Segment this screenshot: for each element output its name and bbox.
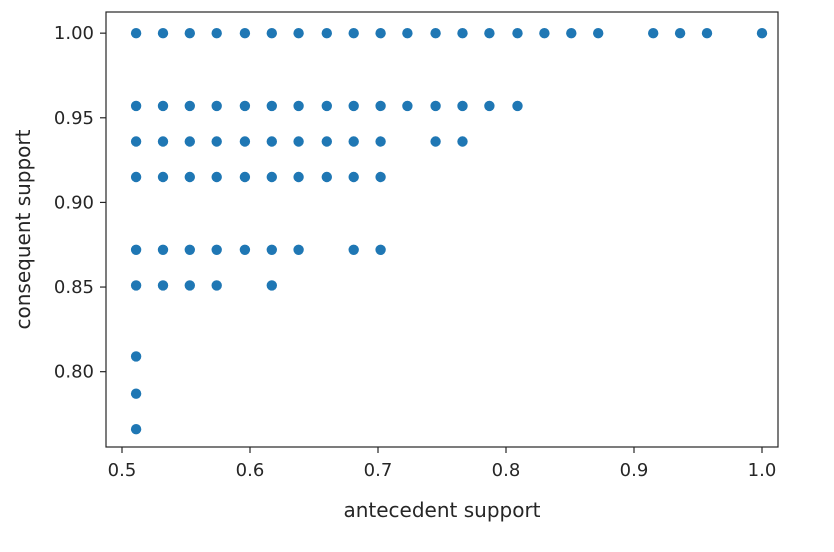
scatter-point: [402, 100, 413, 112]
scatter-point: [157, 171, 169, 183]
x-tick-label: 0.9: [620, 460, 649, 481]
scatter-point: [130, 424, 142, 435]
scatter-point: [266, 28, 277, 39]
scatter-point: [375, 171, 386, 183]
scatter-point: [293, 100, 304, 112]
scatter-point: [211, 244, 222, 255]
x-tick-label: 0.8: [492, 460, 521, 481]
scatter-point: [184, 171, 195, 183]
scatter-point: [566, 28, 577, 39]
scatter-point: [293, 28, 304, 39]
scatter-point: [266, 171, 277, 183]
scatter-point: [130, 280, 142, 291]
scatter-point: [211, 171, 222, 183]
scatter-point: [211, 280, 222, 291]
scatter-point: [348, 136, 359, 147]
scatter-point: [293, 244, 304, 255]
scatter-point: [375, 28, 386, 39]
scatter-point: [184, 280, 195, 291]
scatter-point: [375, 136, 386, 147]
scatter-point: [157, 28, 169, 39]
scatter-point: [375, 244, 386, 255]
scatter-point: [130, 28, 142, 39]
scatter-point: [484, 28, 495, 39]
scatter-point: [184, 100, 195, 112]
y-tick-label: 0.80: [54, 362, 94, 383]
y-tick-label: 0.85: [54, 277, 94, 298]
scatter-point: [211, 28, 222, 39]
scatter-point: [539, 28, 550, 39]
scatter-point: [130, 351, 142, 362]
scatter-point: [348, 100, 359, 112]
y-tick-label: 1.00: [54, 23, 94, 44]
scatter-point: [157, 136, 169, 147]
scatter-point: [430, 28, 441, 39]
y-tick-label: 0.90: [54, 192, 94, 213]
scatter-point: [593, 28, 604, 39]
x-axis-label: antecedent support: [343, 498, 540, 522]
scatter-point: [457, 100, 468, 112]
scatter-point: [648, 28, 659, 39]
scatter-point: [130, 388, 142, 399]
scatter-point: [756, 28, 768, 39]
scatter-point: [130, 136, 142, 147]
scatter-point: [130, 100, 142, 112]
scatter-point: [430, 136, 441, 147]
scatter-point: [130, 244, 142, 255]
scatter-point: [457, 28, 468, 39]
scatter-point: [239, 171, 251, 183]
y-axis-ticks: 0.80 0.85 0.90 0.95 1.00: [54, 23, 106, 383]
scatter-point: [484, 100, 495, 112]
data-points: [130, 28, 768, 435]
scatter-point: [293, 136, 304, 147]
scatter-point: [512, 100, 523, 112]
scatter-point: [321, 100, 332, 112]
plot-area-frame: [105, 11, 779, 448]
x-tick-label: 0.5: [108, 460, 137, 481]
scatter-point: [266, 280, 277, 291]
scatter-point: [239, 244, 251, 255]
x-tick-label: 0.6: [236, 460, 265, 481]
scatter-point: [321, 28, 332, 39]
scatter-point: [211, 136, 222, 147]
scatter-point: [293, 171, 304, 183]
scatter-point: [184, 28, 195, 39]
scatter-point: [239, 100, 251, 112]
scatter-point: [348, 28, 359, 39]
scatter-point: [348, 171, 359, 183]
scatter-point: [430, 100, 441, 112]
scatter-point: [184, 244, 195, 255]
scatter-point: [266, 136, 277, 147]
scatter-point: [157, 280, 169, 291]
x-axis-ticks: 0.5 0.6 0.7 0.8 0.9 1.0: [108, 447, 777, 481]
x-tick-label: 1.0: [748, 460, 777, 481]
scatter-point: [348, 244, 359, 255]
scatter-point: [512, 28, 523, 39]
scatter-point: [457, 136, 468, 147]
scatter-point: [266, 100, 277, 112]
x-tick-label: 0.7: [364, 460, 393, 481]
scatter-point: [157, 100, 169, 112]
y-axis-label: consequent support: [11, 129, 35, 329]
scatter-point: [375, 100, 386, 112]
scatter-point: [402, 28, 413, 39]
scatter-point: [239, 28, 251, 39]
scatter-point: [130, 171, 142, 183]
scatter-point: [321, 136, 332, 147]
scatter-point: [701, 28, 713, 39]
scatter-point: [321, 171, 332, 183]
scatter-point: [184, 136, 195, 147]
scatter-point: [266, 244, 277, 255]
scatter-point: [157, 244, 169, 255]
scatter-point: [211, 100, 222, 112]
scatter-point: [239, 136, 251, 147]
scatter-point: [674, 28, 686, 39]
y-tick-label: 0.95: [54, 108, 94, 129]
